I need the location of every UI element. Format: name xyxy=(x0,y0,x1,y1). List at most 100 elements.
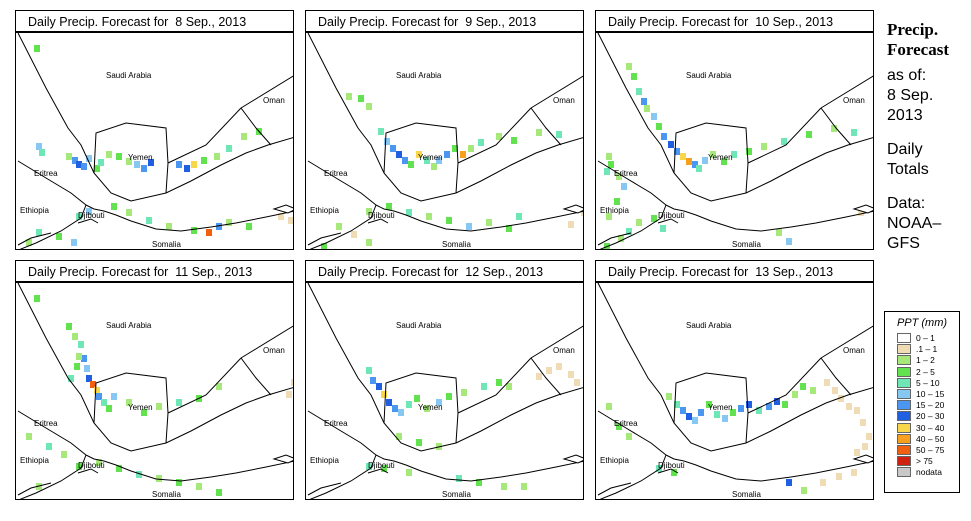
precip-cell xyxy=(416,439,422,446)
country-label: Djibouti xyxy=(78,211,105,220)
map-svg: Saudi Arabia Oman Yemen Eritrea Ethiopia Djib… xyxy=(307,33,583,249)
precip-cell xyxy=(702,157,708,164)
precip-cell xyxy=(851,129,857,136)
precip-cell xyxy=(604,243,610,249)
border-line xyxy=(665,204,873,232)
border-line xyxy=(745,107,822,194)
legend-item: 30 – 40 xyxy=(885,422,959,434)
precip-cell xyxy=(366,463,372,470)
precip-cell xyxy=(136,471,142,478)
precip-cell xyxy=(141,409,147,416)
border-line xyxy=(17,283,293,452)
precip-cell xyxy=(76,353,82,360)
precip-cell xyxy=(831,125,837,132)
precip-cell xyxy=(776,229,782,236)
precip-cell xyxy=(606,403,612,410)
precip-cell xyxy=(536,373,542,380)
precip-cell xyxy=(384,138,390,145)
border-line xyxy=(17,482,52,496)
precip-cell xyxy=(838,395,844,402)
precip-cell xyxy=(468,145,474,152)
precip-cell xyxy=(621,183,627,190)
precip-cell xyxy=(496,133,502,140)
precip-cell xyxy=(26,239,32,246)
as-of-year: 2013 xyxy=(887,107,923,124)
border-line xyxy=(19,454,87,499)
legend-label: 15 – 20 xyxy=(916,400,945,411)
precip-cell xyxy=(568,371,574,378)
country-label: Djibouti xyxy=(368,211,395,220)
country-label: Ethiopia xyxy=(600,206,629,215)
precip-cell xyxy=(36,143,42,150)
precip-cell xyxy=(460,151,466,158)
border-line xyxy=(307,232,342,246)
precip-cell xyxy=(72,157,78,164)
precip-cell xyxy=(141,165,147,172)
legend-item: 20 – 30 xyxy=(885,411,959,422)
precip-cell xyxy=(626,433,632,440)
country-label: Eritrea xyxy=(324,419,348,428)
precip-cell xyxy=(351,231,357,238)
precip-cell xyxy=(191,227,197,234)
precip-cell xyxy=(556,131,562,138)
precip-cell xyxy=(116,465,122,472)
precip-cell xyxy=(61,451,67,458)
precip-cell xyxy=(786,238,792,245)
precip-cell xyxy=(46,443,52,450)
precip-cell xyxy=(106,151,112,158)
country-label: Djibouti xyxy=(78,461,105,470)
precip-cell xyxy=(476,479,482,486)
precip-cell xyxy=(574,379,580,386)
legend-item: .1 – 1 xyxy=(885,344,959,355)
precip-cell xyxy=(431,163,437,170)
island-outline xyxy=(852,204,873,214)
precip-cell xyxy=(666,393,672,400)
precip-cell xyxy=(416,151,422,158)
border-line xyxy=(17,160,87,206)
country-label: Saudi Arabia xyxy=(106,321,152,330)
country-label: Somalia xyxy=(152,490,181,499)
precip-cell xyxy=(126,158,132,165)
precip-cell xyxy=(786,479,792,486)
border-line xyxy=(530,107,562,146)
precip-cell xyxy=(782,401,788,408)
precip-cell xyxy=(860,419,866,426)
border-line xyxy=(375,204,583,232)
precip-cell xyxy=(408,161,414,168)
precip-cell xyxy=(76,213,82,220)
precip-cell xyxy=(358,95,364,102)
border-line xyxy=(165,107,242,194)
precip-cell xyxy=(191,161,197,168)
forecast-panel-sep-9: Daily Precip. Forecast for 9 Sep., 2013 … xyxy=(305,10,584,250)
precip-cell xyxy=(626,63,632,70)
precip-cell xyxy=(511,137,517,144)
precip-cell xyxy=(486,219,492,226)
precip-cell xyxy=(396,151,402,158)
precip-cell xyxy=(414,395,420,402)
border-line xyxy=(307,410,377,456)
border-line xyxy=(93,122,169,174)
country-label: Saudi Arabia xyxy=(686,71,732,80)
border-line xyxy=(165,357,242,444)
precip-cell xyxy=(766,403,772,410)
precip-cell xyxy=(146,217,152,224)
precip-cell xyxy=(738,405,744,412)
precip-cell xyxy=(644,105,650,112)
map-svg: Saudi Arabia Oman Yemen Eritrea Ethiopia Djib… xyxy=(597,283,873,499)
precip-cell xyxy=(671,469,677,476)
legend-label: 2 – 5 xyxy=(916,366,935,377)
totals-label: Totals xyxy=(887,161,929,178)
country-label: Oman xyxy=(843,346,865,355)
precip-cell xyxy=(216,223,222,230)
precip-cell xyxy=(78,341,84,348)
legend-label: 5 – 10 xyxy=(916,377,940,388)
data-source-line1: NOAA– xyxy=(887,215,942,232)
precip-cell xyxy=(481,383,487,390)
precip-cell xyxy=(854,407,860,414)
island-outline xyxy=(562,454,583,464)
legend-swatch xyxy=(897,344,911,355)
panel-title: Daily Precip. Forecast for 9 Sep., 2013 xyxy=(305,10,584,32)
precip-cell xyxy=(84,365,90,372)
precip-cell xyxy=(426,213,432,220)
precip-cell xyxy=(241,133,247,140)
